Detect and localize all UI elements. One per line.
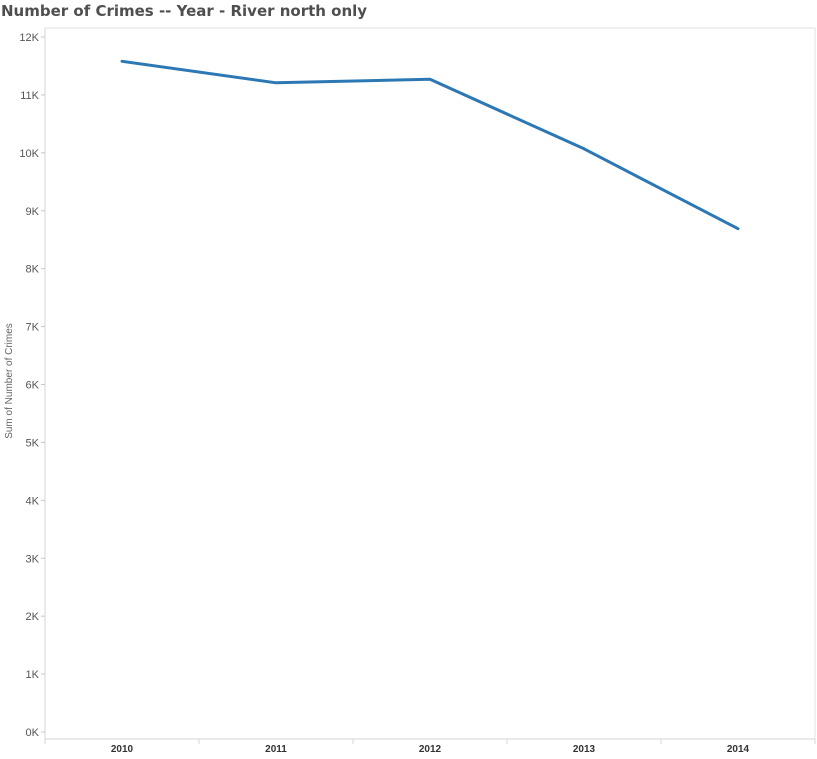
x-tick-label: 2010 [111, 744, 134, 755]
series-line [120, 59, 740, 231]
y-tick-label: 4K [26, 495, 40, 507]
x-tick-label: 2012 [419, 744, 442, 755]
y-tick-label: 8K [26, 264, 40, 276]
y-tick-label: 0K [26, 727, 40, 739]
x-tick-label: 2014 [727, 744, 750, 755]
x-tick-label: 2011 [265, 744, 287, 755]
y-tick-label: 11K [20, 90, 39, 102]
y-tick-label: 3K [26, 553, 40, 565]
y-tick-label: 9K [26, 206, 40, 218]
y-axis-title: Sum of Number of Crimes [4, 323, 15, 439]
y-tick-label: 12K [19, 32, 39, 44]
y-tick-label: 1K [26, 669, 40, 681]
chart-title: Number of Crimes -- Year - River north o… [1, 2, 368, 20]
x-tick-label: 2013 [573, 744, 596, 755]
y-tick-label: 5K [26, 437, 40, 449]
y-tick-label: 2K [26, 611, 40, 623]
y-tick-label: 6K [26, 380, 40, 392]
y-tick-label: 7K [26, 322, 40, 334]
y-tick-label: 10K [19, 148, 39, 160]
